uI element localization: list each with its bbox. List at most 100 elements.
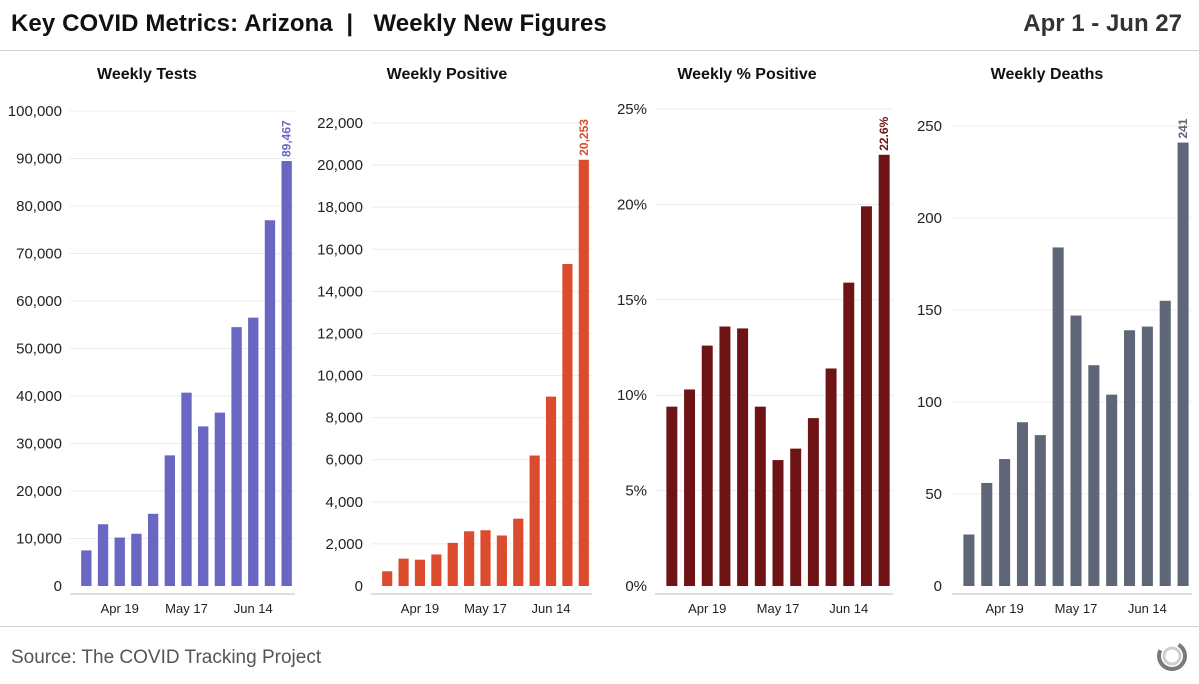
y-tick-label: 50,000: [16, 341, 62, 358]
y-tick-label: 25%: [617, 101, 647, 118]
header-bar: Key COVID Metrics: Arizona | Weekly New …: [0, 0, 1199, 51]
x-tick-label: Jun 14: [532, 601, 571, 616]
y-tick-label: 5%: [625, 483, 647, 500]
bar: [790, 448, 802, 586]
bar: [447, 542, 458, 586]
bar: [529, 455, 540, 586]
bar: [701, 345, 713, 586]
y-tick-label: 0%: [625, 578, 647, 595]
bar: [164, 455, 175, 586]
x-tick-label: Jun 14: [1128, 601, 1167, 616]
x-tick-label: Apr 19: [101, 601, 139, 616]
bar: [464, 531, 475, 586]
x-tick-label: Apr 19: [985, 601, 1023, 616]
y-tick-label: 200: [917, 210, 942, 227]
bar: [860, 206, 872, 587]
bar: [578, 159, 589, 586]
x-tick-label: Apr 19: [688, 601, 726, 616]
y-tick-label: 15%: [617, 292, 647, 309]
bar: [414, 559, 426, 586]
y-tick-label: 0: [355, 578, 363, 595]
y-tick-label: 22,000: [317, 115, 363, 132]
bar: [131, 533, 142, 586]
bar: [807, 418, 819, 586]
chart-title: Weekly % Positive: [677, 66, 816, 83]
y-tick-label: 20%: [617, 196, 647, 213]
y-tick-label: 6,000: [325, 452, 363, 469]
chart-panel-2: Weekly Positive 0 2,000 4,000 6,000 8,000 10,0…: [317, 66, 592, 616]
y-tick-label: 10,000: [317, 368, 363, 385]
data-label: 22.6%: [877, 116, 891, 150]
y-tick-label: 100,000: [8, 103, 62, 120]
y-tick-label: 100: [917, 394, 942, 411]
bar: [878, 154, 890, 587]
y-tick-label: 10,000: [16, 531, 62, 548]
source-note: Source: The COVID Tracking Project: [11, 647, 322, 668]
bar: [382, 571, 393, 586]
y-tick-label: 250: [917, 118, 942, 135]
y-tick-label: 2,000: [325, 536, 363, 553]
bar: [198, 426, 209, 586]
chart-panel-4: Weekly Deaths 0 50 100 150 200 250 241 Apr 19 May…: [917, 66, 1192, 616]
bar: [1106, 394, 1118, 586]
bar: [981, 482, 993, 586]
bar: [1034, 435, 1046, 586]
bar: [264, 220, 276, 586]
bar: [843, 282, 855, 586]
bar: [562, 264, 573, 586]
x-tick-label: May 17: [1055, 601, 1098, 616]
y-tick-label: 30,000: [16, 436, 62, 453]
y-tick-label: 14,000: [317, 283, 363, 300]
bar: [97, 524, 109, 586]
bar: [81, 550, 92, 586]
bar: [1088, 365, 1100, 586]
page-title: Key COVID Metrics: Arizona | Weekly New …: [11, 10, 607, 37]
bar: [214, 412, 226, 586]
chart-panel-1: Weekly Tests 0 10,000 20,000 30,000 40,000 50,…: [8, 66, 295, 616]
x-tick-label: Jun 14: [829, 601, 868, 616]
y-tick-label: 60,000: [16, 293, 62, 310]
bar: [281, 161, 292, 587]
bar: [431, 554, 442, 586]
bar: [1177, 142, 1189, 586]
bar: [480, 530, 491, 586]
bar: [1070, 315, 1082, 586]
bar: [684, 389, 696, 586]
chart-title: Weekly Tests: [97, 66, 197, 83]
y-tick-label: 20,000: [16, 483, 62, 500]
x-tick-label: Apr 19: [401, 601, 439, 616]
y-tick-label: 16,000: [317, 241, 363, 258]
y-tick-label: 70,000: [16, 246, 62, 263]
bar: [1016, 422, 1028, 586]
bar: [666, 406, 678, 586]
y-tick-label: 18,000: [317, 199, 363, 216]
bar: [513, 518, 524, 586]
data-label: 241: [1176, 118, 1190, 138]
bar: [1159, 300, 1171, 586]
bar: [496, 535, 507, 586]
footer-divider: [0, 626, 1199, 627]
bar: [398, 558, 409, 586]
y-tick-label: 0: [54, 578, 62, 595]
y-tick-label: 80,000: [16, 198, 62, 215]
bar: [1141, 326, 1153, 586]
data-label: 20,253: [577, 119, 591, 156]
y-tick-label: 4,000: [325, 494, 363, 511]
y-tick-label: 150: [917, 302, 942, 319]
y-tick-label: 10%: [617, 387, 647, 404]
y-tick-label: 90,000: [16, 151, 62, 168]
chart-title: Weekly Deaths: [991, 66, 1104, 83]
bar: [999, 459, 1011, 586]
bar: [825, 368, 837, 586]
x-tick-label: May 17: [757, 601, 800, 616]
data-label: 89,467: [280, 120, 294, 157]
bar: [231, 327, 242, 586]
bar: [737, 328, 749, 586]
x-tick-label: May 17: [464, 601, 507, 616]
bar: [1124, 330, 1136, 586]
x-tick-label: Jun 14: [234, 601, 273, 616]
y-tick-label: 40,000: [16, 388, 62, 405]
y-tick-label: 50: [925, 486, 942, 503]
chart-title: Weekly Positive: [387, 66, 508, 83]
x-tick-label: May 17: [165, 601, 208, 616]
